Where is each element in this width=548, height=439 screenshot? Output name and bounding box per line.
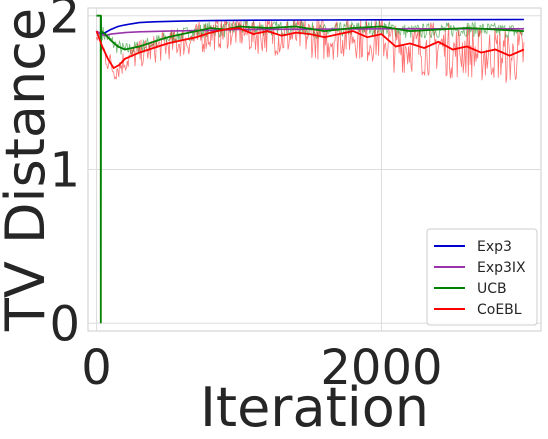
legend-label: Exp3IX	[477, 260, 526, 276]
y-tick-label: 0	[49, 296, 80, 352]
legend-box	[426, 228, 538, 326]
series-lines	[95, 14, 525, 324]
legend-label: UCB	[477, 281, 507, 297]
legend-label: CoEBL	[477, 302, 522, 318]
legend-label: Exp3	[477, 239, 512, 255]
legend: Exp3 Exp3IX UCB CoEBL	[426, 228, 538, 326]
y-tick-labels: 0 1 2	[49, 0, 80, 352]
grid-lines	[88, 8, 541, 331]
x-tick-label: 2000	[320, 340, 442, 396]
series-line-ucb	[96, 14, 524, 324]
x-axis-label: Iteration	[200, 376, 429, 439]
y-tick-label: 1	[49, 143, 80, 199]
y-axis-label: TV Distance	[0, 8, 57, 332]
series-line-exp3	[96, 18, 524, 35]
x-tick-label: 0	[81, 340, 112, 396]
series-line-coebl	[95, 27, 525, 70]
x-tick-labels: 0 2000	[81, 340, 442, 396]
series-line-exp3ix	[96, 28, 524, 37]
y-tick-label: 2	[49, 0, 80, 45]
